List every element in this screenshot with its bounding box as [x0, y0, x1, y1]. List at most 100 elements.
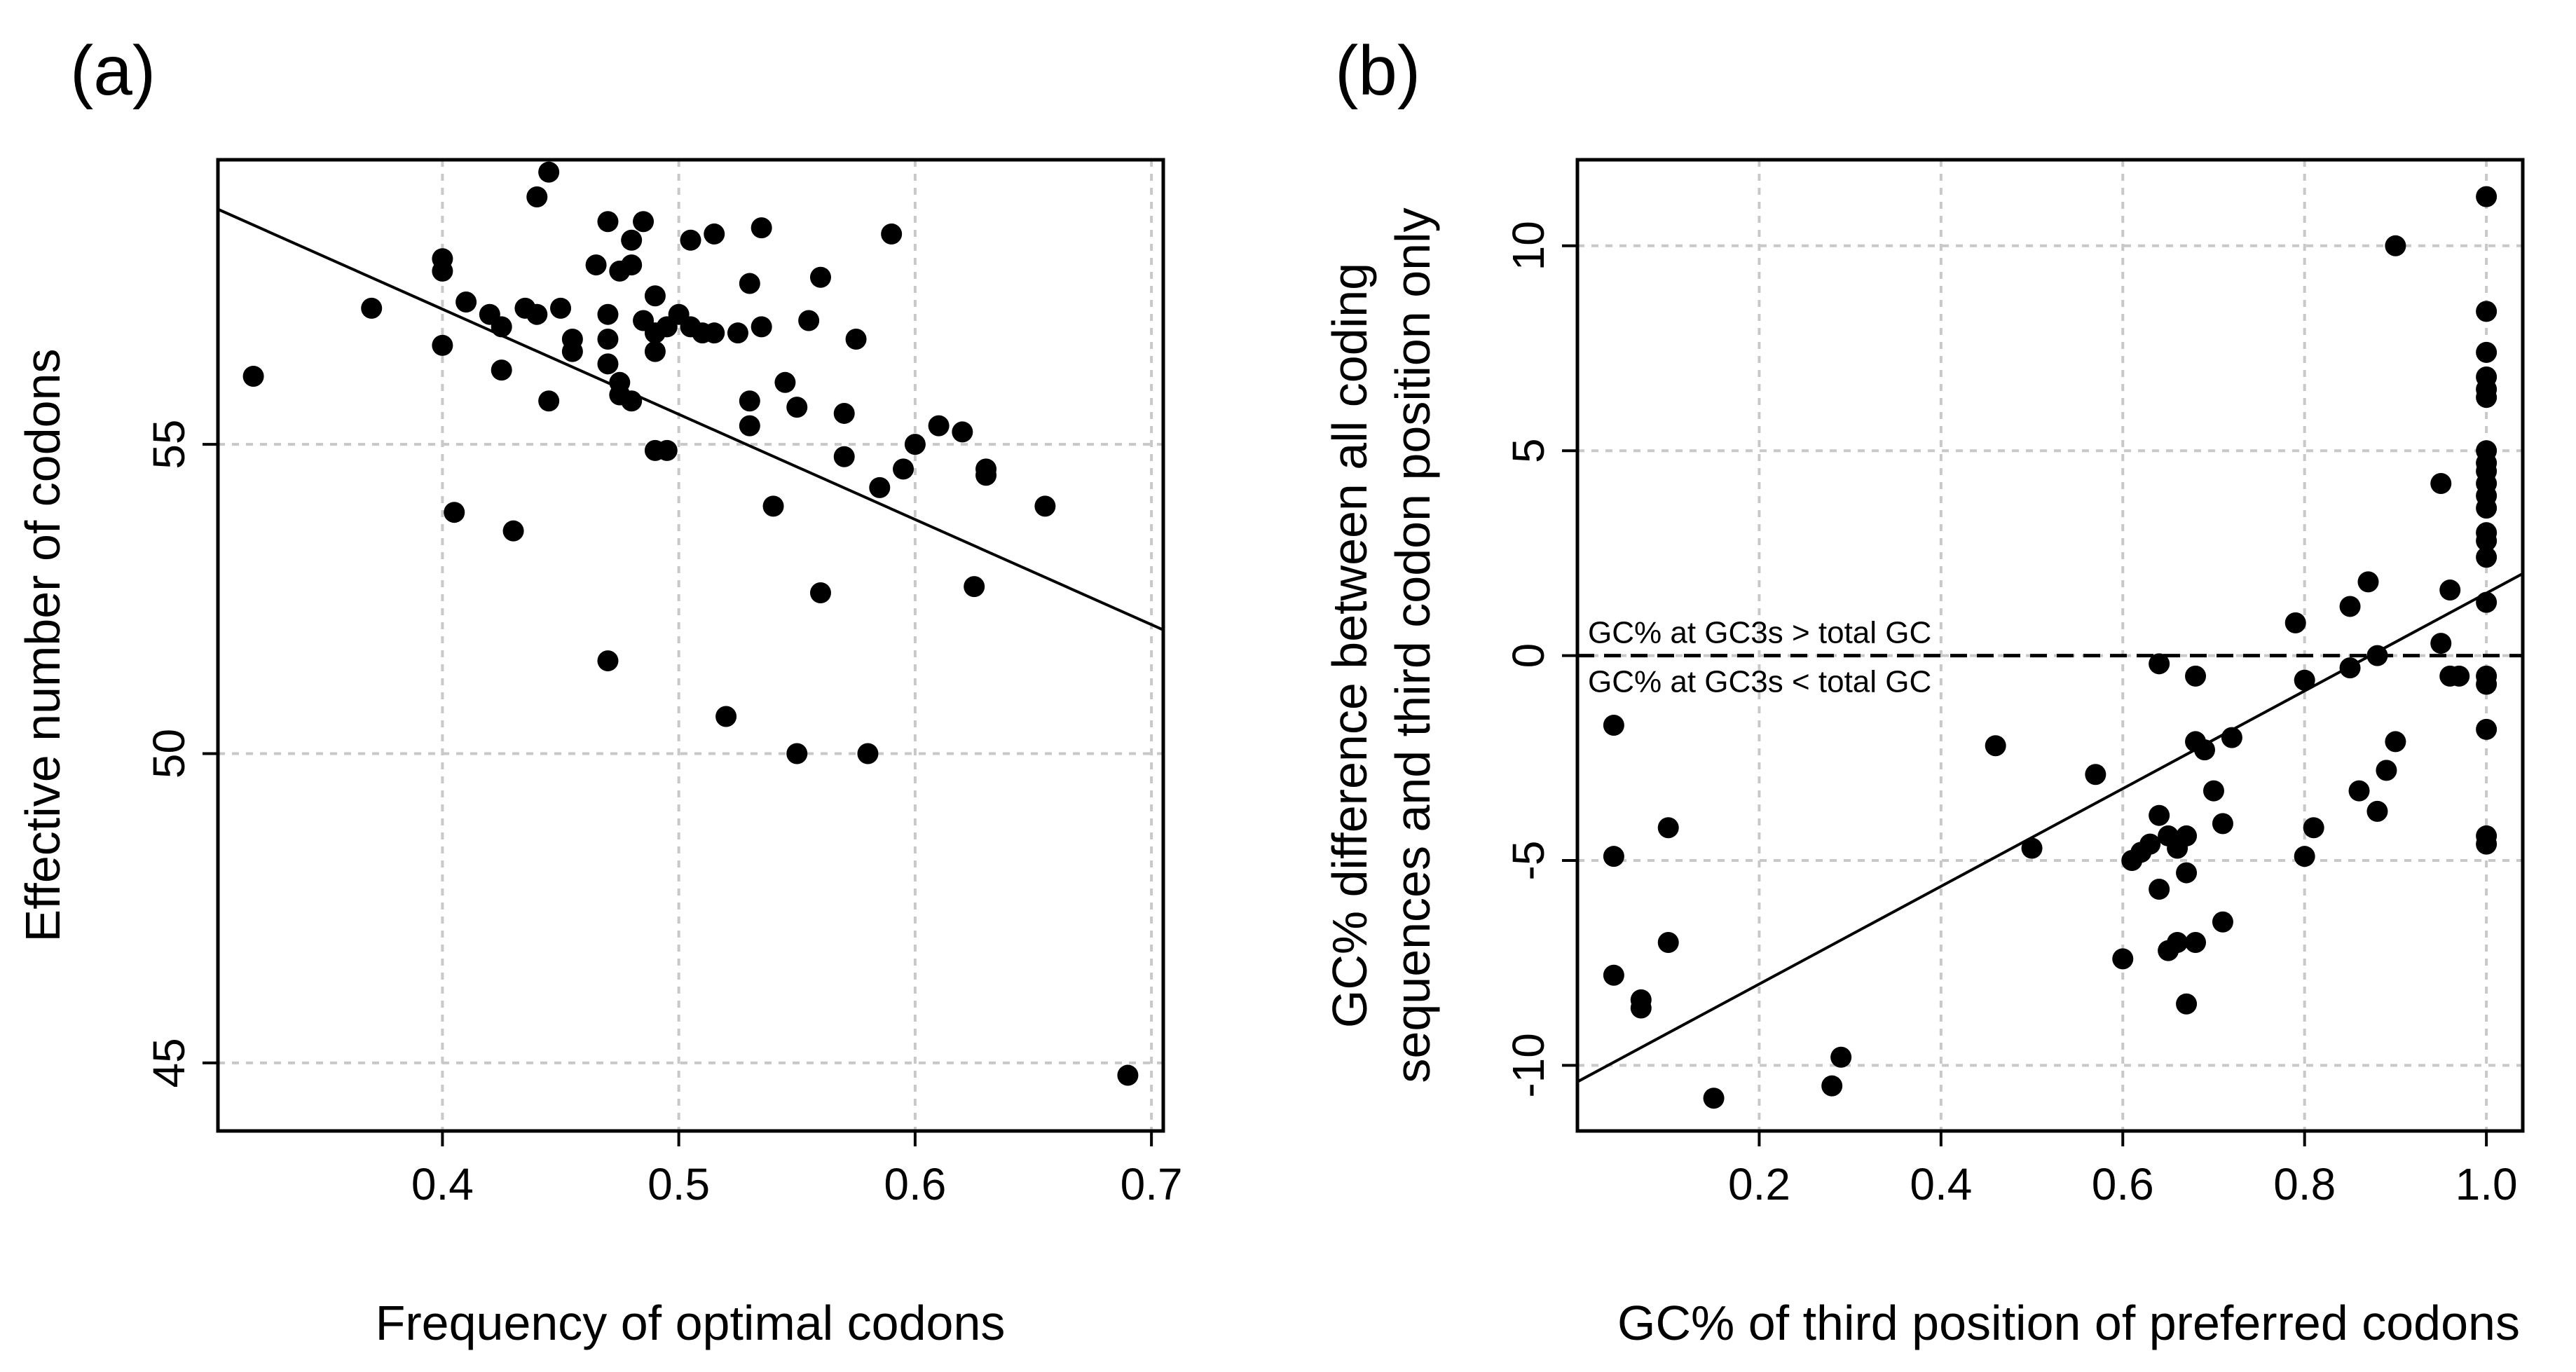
data-point [833, 446, 855, 467]
panel-a: (a) 0.4 0.5 0.6 0.7 45 50 55 Frequency of opti… [15, 32, 1183, 1350]
data-point [833, 402, 855, 424]
data-point [1603, 846, 1624, 867]
data-point [1603, 964, 1624, 986]
data-point [585, 254, 607, 276]
data-point [550, 297, 572, 319]
panel-a-grid [218, 160, 1163, 1131]
data-point [739, 415, 760, 437]
data-point [845, 329, 867, 350]
data-point [597, 303, 619, 325]
data-point [656, 439, 678, 461]
data-point [432, 248, 453, 270]
x-tick-label: 0.4 [1910, 1159, 1972, 1209]
data-point [2430, 473, 2452, 494]
data-point [597, 650, 619, 672]
panel-b-label: (b) [1335, 32, 1420, 110]
data-point [904, 434, 926, 455]
data-point [869, 476, 891, 498]
data-point [751, 217, 772, 239]
data-point [2212, 911, 2233, 933]
data-point [2294, 846, 2315, 867]
data-point [2339, 657, 2361, 679]
data-point [2185, 931, 2207, 953]
panel-b-frame [1575, 158, 2525, 1133]
x-tick-label: 0.5 [648, 1159, 710, 1209]
data-point [621, 254, 643, 276]
y-tick-label: 50 [144, 729, 194, 778]
data-point [2176, 825, 2198, 846]
data-point [2167, 931, 2188, 953]
data-point [1821, 1075, 1843, 1097]
data-point [2294, 669, 2315, 691]
data-point [2476, 530, 2498, 551]
data-point [1830, 1046, 1852, 1068]
y-tick-label: 10 [1503, 221, 1554, 270]
data-point [774, 371, 796, 393]
data-point [2476, 673, 2498, 695]
panel-b-points [1603, 186, 2498, 1109]
data-point [2194, 739, 2216, 761]
data-point [2476, 718, 2498, 740]
data-point [2448, 665, 2470, 687]
panel-a-x-axis-title: Frequency of optimal codons [376, 1296, 1006, 1350]
data-point [502, 520, 524, 542]
data-point [2376, 760, 2397, 781]
y-tick-label: 5 [1503, 438, 1554, 463]
x-tick-label: 0.8 [2273, 1159, 2336, 1209]
data-point [2176, 862, 2198, 884]
panel-a-label: (a) [70, 32, 156, 110]
data-point [597, 329, 619, 350]
data-point [2385, 235, 2406, 256]
data-point [2366, 645, 2388, 666]
panel-b-y-axis-title-line-2: sequences and third codon position only [1385, 207, 1440, 1083]
data-point [2085, 764, 2106, 786]
data-point [526, 186, 548, 207]
panel-b-x-axis-title: GC% of third position of preferred codon… [1617, 1296, 2520, 1350]
data-point [786, 397, 808, 418]
data-point [597, 211, 619, 233]
data-point [561, 329, 583, 350]
data-point [762, 495, 784, 517]
data-point [881, 223, 903, 245]
data-point [2385, 731, 2406, 753]
panel-a-frame [216, 158, 1165, 1133]
data-point [786, 743, 808, 764]
data-point [2348, 780, 2370, 802]
data-point [444, 502, 465, 523]
data-point [2476, 498, 2498, 519]
data-point [2339, 596, 2361, 617]
data-point [538, 161, 560, 183]
data-point [952, 421, 973, 443]
data-point [798, 310, 820, 331]
panel-b-annotation-below: GC% at GC3s < total GC [1588, 665, 1931, 699]
data-point [1117, 1064, 1139, 1086]
data-point [1603, 715, 1624, 736]
panel-b-fit-line [1577, 572, 2523, 1083]
data-point [1703, 1088, 1725, 1109]
panel-a-ticks: 0.4 0.5 0.6 0.7 45 50 55 [144, 419, 1183, 1209]
data-point [491, 316, 512, 338]
data-point [2430, 633, 2452, 654]
x-tick-label: 0.4 [411, 1159, 474, 1209]
data-point [2476, 186, 2498, 207]
data-point [2202, 780, 2224, 802]
data-point [2221, 727, 2242, 748]
data-point [633, 211, 655, 233]
y-tick-label: 0 [1503, 643, 1554, 668]
data-point [2476, 591, 2498, 613]
data-point [1657, 817, 1679, 839]
data-point [2284, 612, 2306, 633]
data-point [809, 582, 831, 603]
panel-b-annotation-above: GC% at GC3s > total GC [1588, 616, 1931, 650]
data-point [2357, 571, 2379, 593]
data-point [857, 743, 879, 764]
x-tick-label: 0.6 [2092, 1159, 2154, 1209]
data-point [2139, 833, 2161, 855]
data-point [242, 365, 264, 387]
data-point [538, 390, 560, 412]
data-point [727, 322, 748, 344]
x-tick-label: 0.6 [884, 1159, 946, 1209]
data-point [2212, 813, 2233, 835]
data-point [432, 334, 453, 356]
